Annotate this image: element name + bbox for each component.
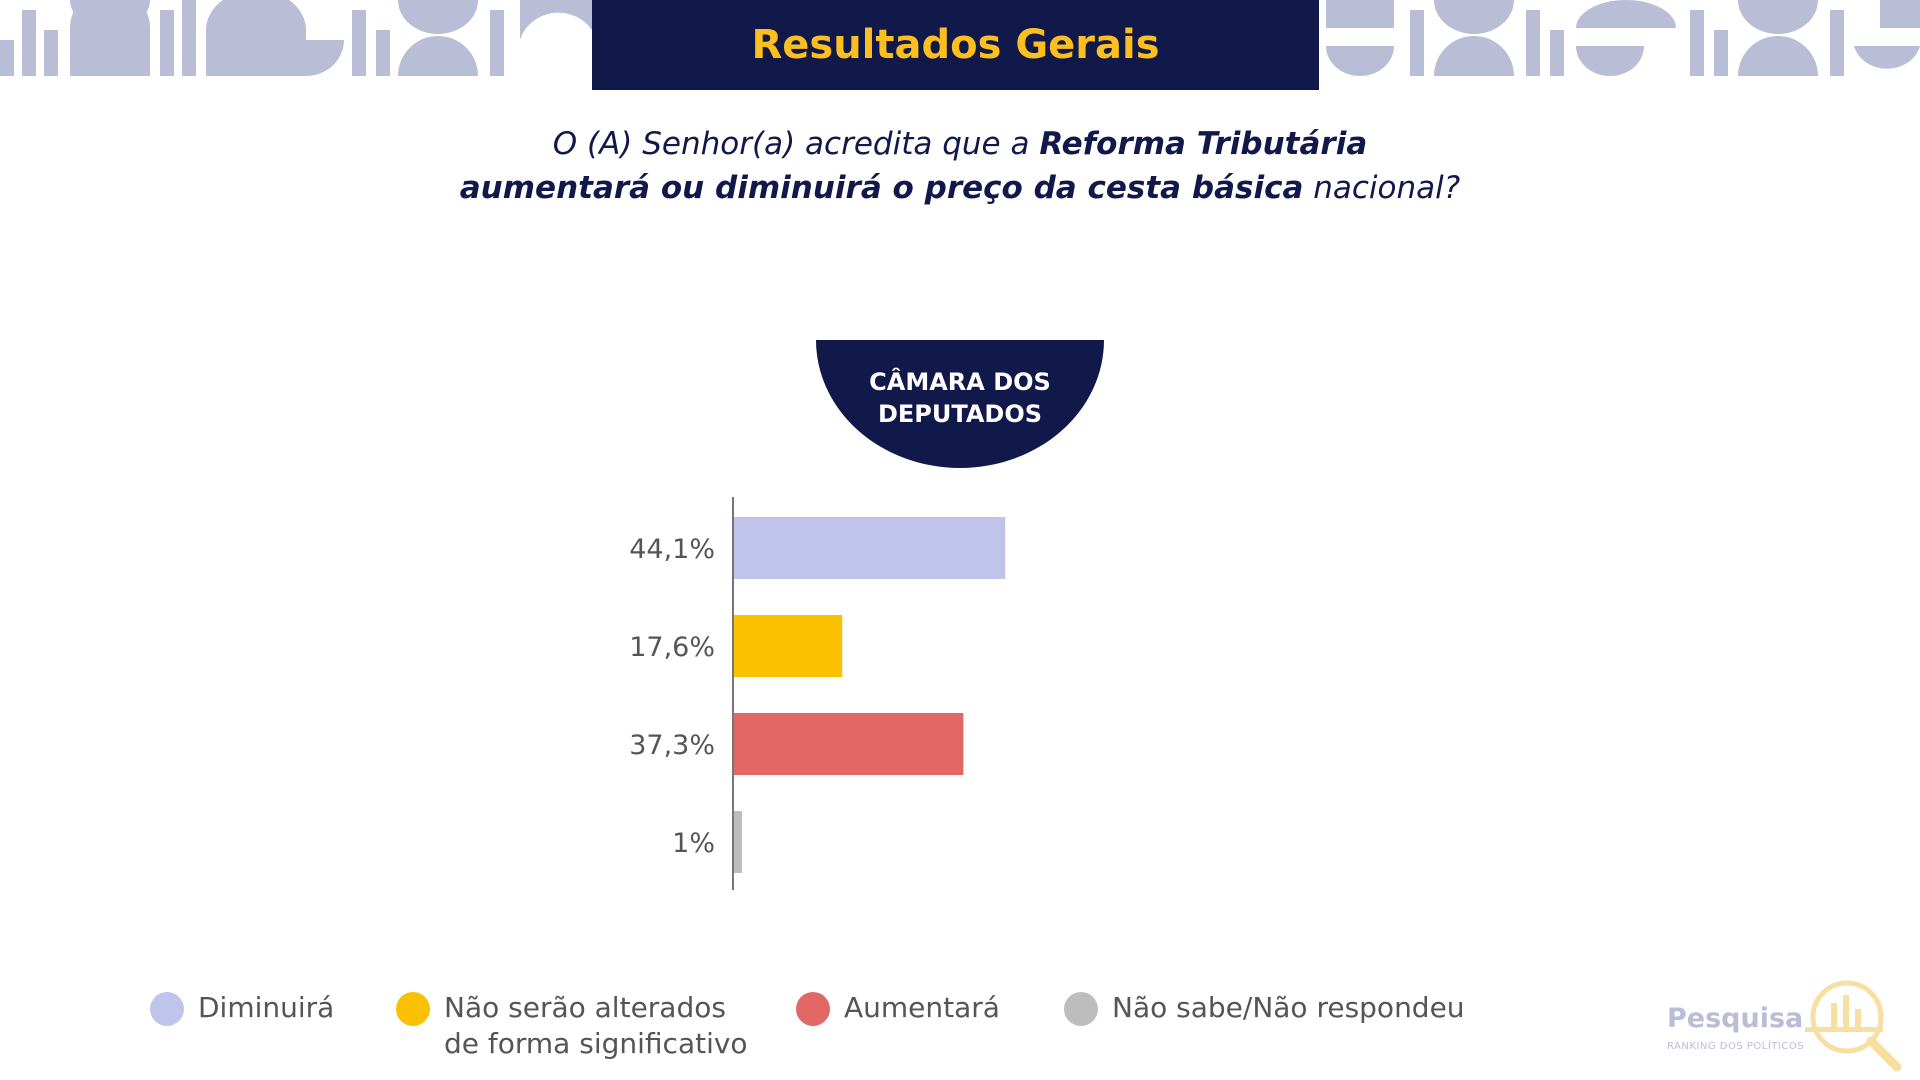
bar-value-label-3: 37,3% — [629, 730, 715, 761]
page-title: Resultados Gerais — [751, 22, 1160, 68]
header-decoration-left — [0, 0, 592, 78]
logo-subtitle: RANKING DOS POLÍTICOS — [1667, 1041, 1805, 1052]
legend-label: Não sabe/Não respondeu — [1112, 991, 1465, 1024]
bar-4 — [734, 811, 742, 873]
pesquisa-logo: Pesquisa RANKING DOS POLÍTICOS — [1665, 975, 1910, 1075]
legend-label: Diminuirá — [198, 991, 335, 1024]
bar-value-label-1: 44,1% — [629, 534, 715, 565]
question-part-1: O (A) Senhor(a) acredita que a — [552, 126, 1040, 162]
legend-item-2: Não serão alterados de forma significati… — [396, 990, 748, 1062]
header-decoration-right — [1320, 0, 1920, 78]
magnifier-chart-icon — [1805, 980, 1902, 1072]
legend-dot-icon — [396, 992, 430, 1026]
bar-3 — [734, 713, 964, 775]
legend-dot-icon — [150, 992, 184, 1026]
legend-label: Aumentará — [844, 991, 1000, 1024]
bar-value-label-2: 17,6% — [629, 632, 715, 663]
legend-item-3: Aumentará — [796, 990, 1000, 1026]
chamber-badge-label: CÂMARA DOS DEPUTADOS — [869, 368, 1051, 428]
chart-legend: Diminuirá Não serão alterados de forma si… — [150, 990, 1550, 1060]
legend-dot-icon — [1064, 992, 1098, 1026]
question-part-4: nacional? — [1303, 170, 1461, 206]
question-text: O (A) Senhor(a) acredita que a Reforma T… — [300, 122, 1620, 210]
question-part-2: Reforma Tributária — [1039, 126, 1368, 162]
question-part-3: aumentará ou diminuirá o preço da cesta … — [459, 170, 1304, 206]
bar-2 — [734, 615, 843, 677]
legend-dot-icon — [796, 992, 830, 1026]
bar-1 — [734, 517, 1006, 579]
legend-item-1: Diminuirá — [150, 990, 334, 1026]
title-banner: Resultados Gerais — [592, 0, 1319, 90]
logo-name: Pesquisa — [1667, 1003, 1804, 1034]
legend-item-4: Não sabe/Não respondeu — [1064, 990, 1465, 1026]
legend-label: Não serão alterados de forma significati… — [444, 991, 748, 1060]
bar-value-label-4: 1% — [672, 828, 715, 859]
